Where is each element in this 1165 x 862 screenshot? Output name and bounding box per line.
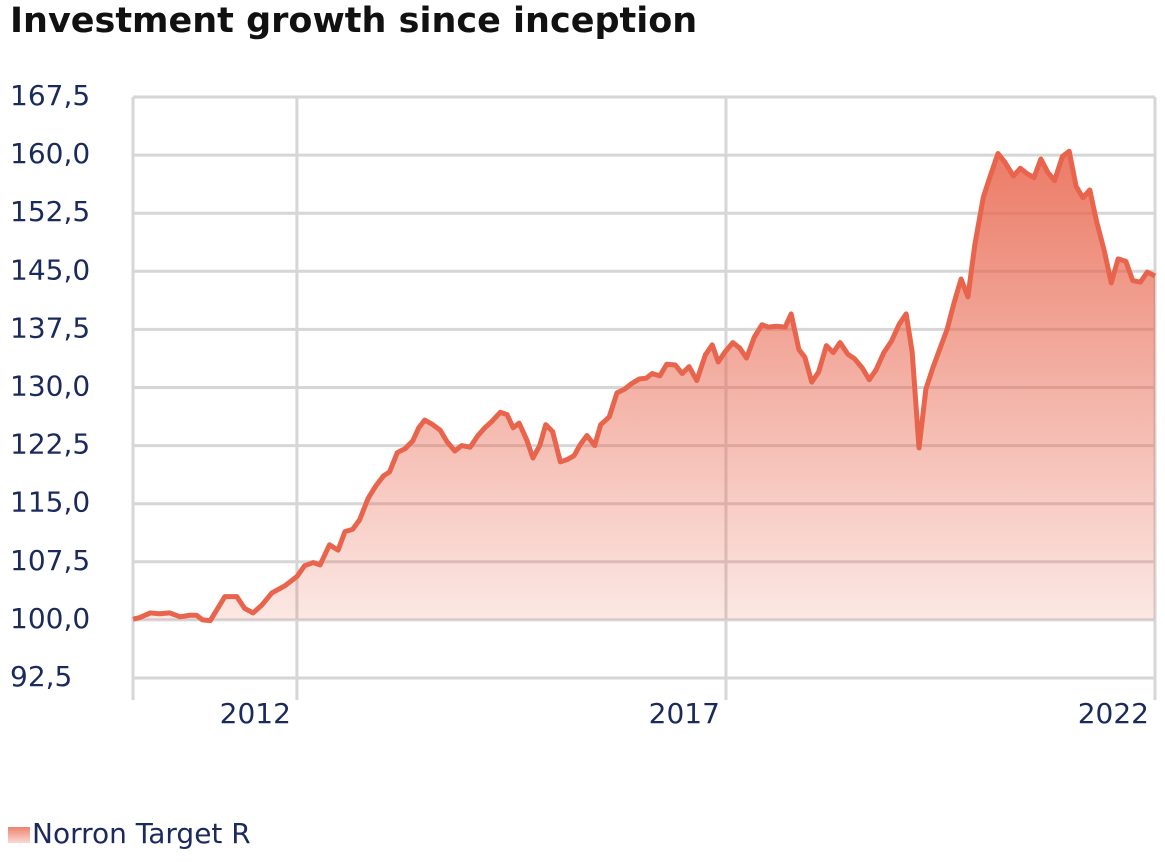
y-tick-label: 115,0	[10, 486, 90, 519]
x-tick-label: 2022	[1078, 697, 1149, 730]
y-tick-label: 122,5	[10, 428, 90, 461]
x-tick-label: 2017	[649, 697, 720, 730]
legend-label: Norron Target R	[32, 817, 251, 850]
y-tick-label: 100,0	[10, 602, 90, 635]
y-tick-label: 137,5	[10, 311, 90, 344]
y-tick-label: 130,0	[10, 370, 90, 403]
x-tick-label: 2012	[220, 697, 291, 730]
legend-swatch	[8, 827, 30, 843]
line	[132, 148, 1157, 624]
y-tick-label: 152,5	[10, 195, 90, 228]
y-tick-label: 92,5	[10, 660, 72, 693]
y-tick-label: 145,0	[10, 253, 90, 286]
area-fill	[133, 151, 1155, 621]
y-tick-label: 167,5	[10, 79, 90, 112]
y-tick-label: 107,5	[10, 544, 90, 577]
chart-title: Investment growth since inception	[10, 1, 697, 41]
y-tick-label: 160,0	[10, 137, 90, 170]
